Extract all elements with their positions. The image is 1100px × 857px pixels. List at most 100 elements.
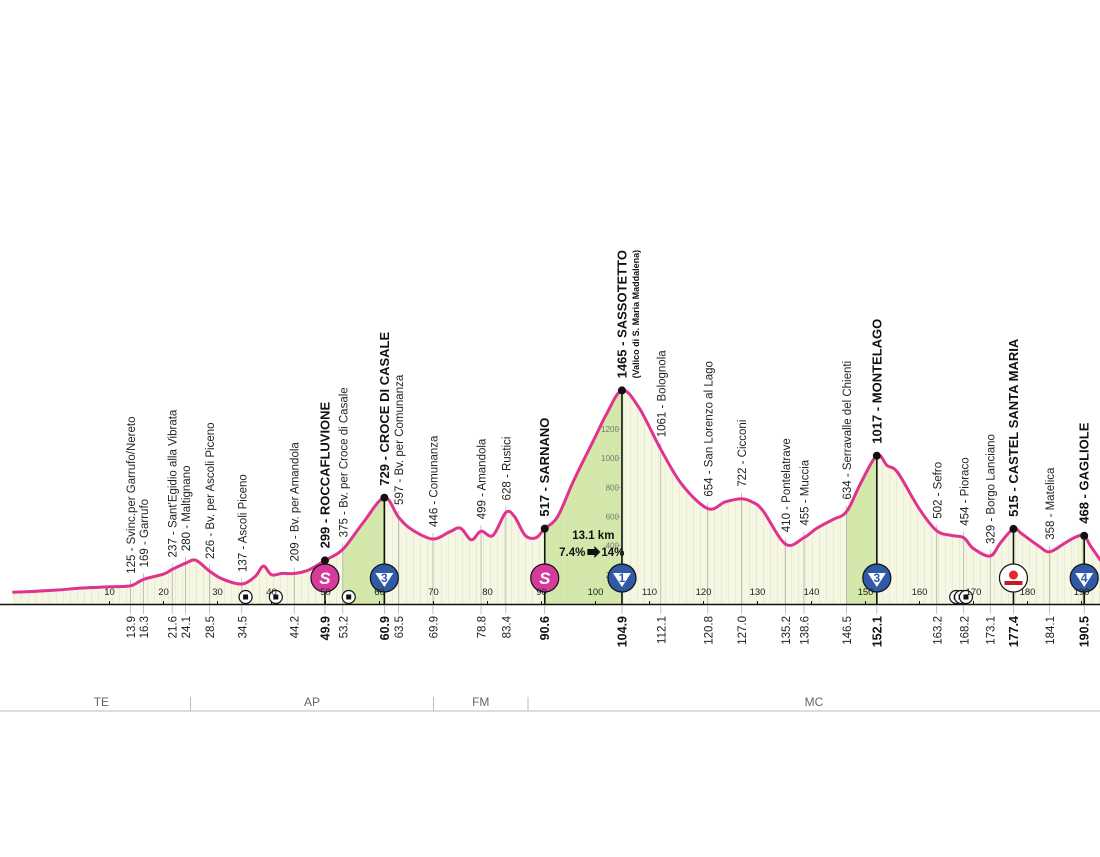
waypoint-label-14: 517 - SARNANO (537, 418, 552, 517)
x-tick-label-12: 130 (750, 587, 766, 598)
kom-badge-triangle (612, 573, 631, 587)
km-marker-label-10: 63.5 (394, 616, 406, 638)
altitude-tick-label-4: 1000 (601, 454, 619, 463)
climb-area-1 (544, 390, 622, 604)
x-tick-label-5: 60 (374, 587, 385, 598)
km-labels-group: 13.9 16.3 21.6 24.1 28.5 34.5 44.2 49.9 53.2 60.9… (126, 605, 1092, 647)
region-label-3: MC (805, 695, 824, 709)
waypoint-label-20: 455 - Muccia (799, 459, 811, 525)
kom-badge-triangle (375, 573, 394, 587)
altitude-tick-label-1: 400 (606, 542, 620, 551)
altitude-tick-label-2: 600 (606, 513, 620, 522)
km-marker-label-2: 21.6 (168, 616, 180, 638)
waypoint-label-4: 226 - Bv. per Ascoli Piceno (205, 422, 217, 559)
x-tick-label-17: 180 (1020, 587, 1036, 598)
x-tick-label-4: 50 (320, 587, 331, 598)
kom-badge-category: 3 (381, 571, 388, 585)
waypoint-label-23: 502 - Sefro (932, 462, 944, 519)
km-marker-label-3: 24.1 (181, 616, 193, 638)
x-tick-label-14: 150 (858, 587, 874, 598)
climb-max-gradient-label: 14% (601, 547, 624, 559)
km-marker-label-5: 34.5 (237, 616, 249, 638)
waypoint-dot-9 (380, 493, 389, 502)
waypoint-dot-15 (617, 386, 626, 395)
waypoint-label-24: 454 - Pioraco (959, 457, 971, 525)
x-tick-label-10: 110 (642, 587, 657, 598)
waypoint-dots-group (320, 386, 1089, 565)
sprint-badge-letter: S (319, 569, 331, 588)
waypoint-sublabel-15: (Valico di S. Maria Maddalena) (631, 250, 641, 379)
tunnel-icon-mouth (963, 594, 969, 600)
region-label-0: TE (94, 695, 109, 709)
km-marker-label-8: 53.2 (338, 616, 350, 638)
km-marker-label-12: 78.8 (477, 616, 489, 638)
waypoint-label-2: 237 - Sant'Egidio alla Vibrata (168, 409, 180, 557)
waypoint-label-15: 1465 - SASSOTETTO (614, 250, 629, 378)
x-tick-label-2: 30 (212, 587, 223, 598)
x-tick-label-11: 120 (696, 587, 712, 598)
km-marker-label-7: 49.9 (318, 616, 332, 640)
tunnel-icon-mouth (346, 594, 352, 600)
km-marker-label-20: 138.6 (799, 616, 811, 645)
km-marker-label-16: 112.1 (656, 616, 668, 644)
waypoint-label-0: 125 - Svinc.per Garrufo/Nereto (126, 417, 138, 574)
waypoint-label-19: 410 - Pontelatrave (781, 438, 793, 532)
waypoint-label-16: 1061 - Bolognola (656, 350, 668, 438)
x-tick-label-1: 20 (158, 587, 169, 598)
kom-badge-category: 4 (1081, 571, 1088, 585)
waypoint-label-6: 209 - Bv. per Amandola (290, 442, 302, 562)
km-marker-label-27: 184.1 (1045, 616, 1057, 645)
profile-line (12, 388, 1100, 594)
x-tick-label-8: 90 (536, 587, 547, 598)
climb-arrow-icon (587, 546, 601, 558)
waypoint-label-28: 468 - GAGLIOLE (1077, 422, 1092, 523)
waypoint-label-21: 634 - Serravalle del Chienti (842, 361, 854, 500)
km-marker-label-25: 173.1 (986, 616, 998, 645)
km-marker-label-28: 190.5 (1078, 616, 1092, 647)
altitude-tick-label-3: 800 (606, 483, 620, 492)
km-marker-label-11: 69.9 (428, 616, 440, 638)
axis-group: 10 20 30 40 50 60 70 80 90 100 110 120 130 140 150 160 1… (0, 587, 1100, 606)
x-tick-label-0: 10 (104, 587, 115, 598)
x-tick-label-9: 100 (588, 587, 604, 598)
waypoint-label-8: 375 - Bv. per Croce di Casale (338, 387, 350, 537)
waypoint-dot-28 (1080, 531, 1089, 540)
waypoint-label-10: 597 - Bv. per Comunanza (394, 374, 406, 505)
waypoint-label-17: 654 - San Lorenzo al Lago (703, 361, 715, 497)
waypoint-label-1: 169 - Garrufo (139, 499, 151, 567)
km-marker-label-22: 152.1 (870, 616, 884, 647)
kom-badge-category: 1 (619, 571, 626, 585)
waypoint-label-18: 722 - Cicconi (737, 420, 749, 487)
climb-length-label: 13.1 km (572, 530, 614, 542)
waypoint-labels-group: 125 - Svinc.per Garrufo/Nereto 169 - Garr… (126, 250, 1092, 574)
waypoint-label-27: 358 - Matelica (1045, 467, 1057, 540)
km-marker-label-14: 90.6 (538, 616, 552, 640)
regions-group: TE AP FM MC (0, 695, 1100, 712)
kom-badge-triangle (867, 573, 886, 587)
sprint-badge-icon (530, 563, 560, 593)
region-label-1: AP (304, 695, 320, 709)
km-marker-label-13: 83.4 (501, 615, 513, 638)
waypoint-label-13: 628 - Rustici (501, 437, 513, 501)
climb-info-group: 13.1 km 7.4% 14% (559, 530, 624, 559)
waypoint-dot-22 (872, 451, 881, 460)
km-marker-label-9: 60.9 (378, 616, 392, 640)
climb-gradient-label: 7.4% (559, 547, 585, 559)
x-tick-label-7: 80 (482, 587, 493, 598)
x-tick-label-16: 170 (966, 587, 982, 598)
km-marker-label-15: 104.9 (615, 616, 629, 647)
waypoint-label-7: 299 - ROCCAFLUVIONE (317, 401, 332, 548)
km-marker-label-1: 16.3 (139, 616, 151, 638)
profile-area-hatch (12, 390, 1100, 604)
x-tick-label-18: 190 (1074, 587, 1090, 598)
waypoint-label-22: 1017 - MONTELAGO (869, 319, 884, 444)
sprint-badge-icon (310, 563, 340, 593)
x-tick-label-13: 140 (804, 587, 820, 598)
tunnel-icon-mouth (273, 594, 279, 600)
kom-badge-category: 3 (873, 571, 880, 585)
waypoint-label-12: 499 - Amandola (477, 438, 489, 519)
redbull-bar-icon (1004, 581, 1023, 585)
waypoint-dot-26 (1009, 524, 1018, 533)
km-marker-label-23: 163.2 (932, 616, 944, 645)
km-marker-label-21: 146.5 (842, 616, 854, 645)
